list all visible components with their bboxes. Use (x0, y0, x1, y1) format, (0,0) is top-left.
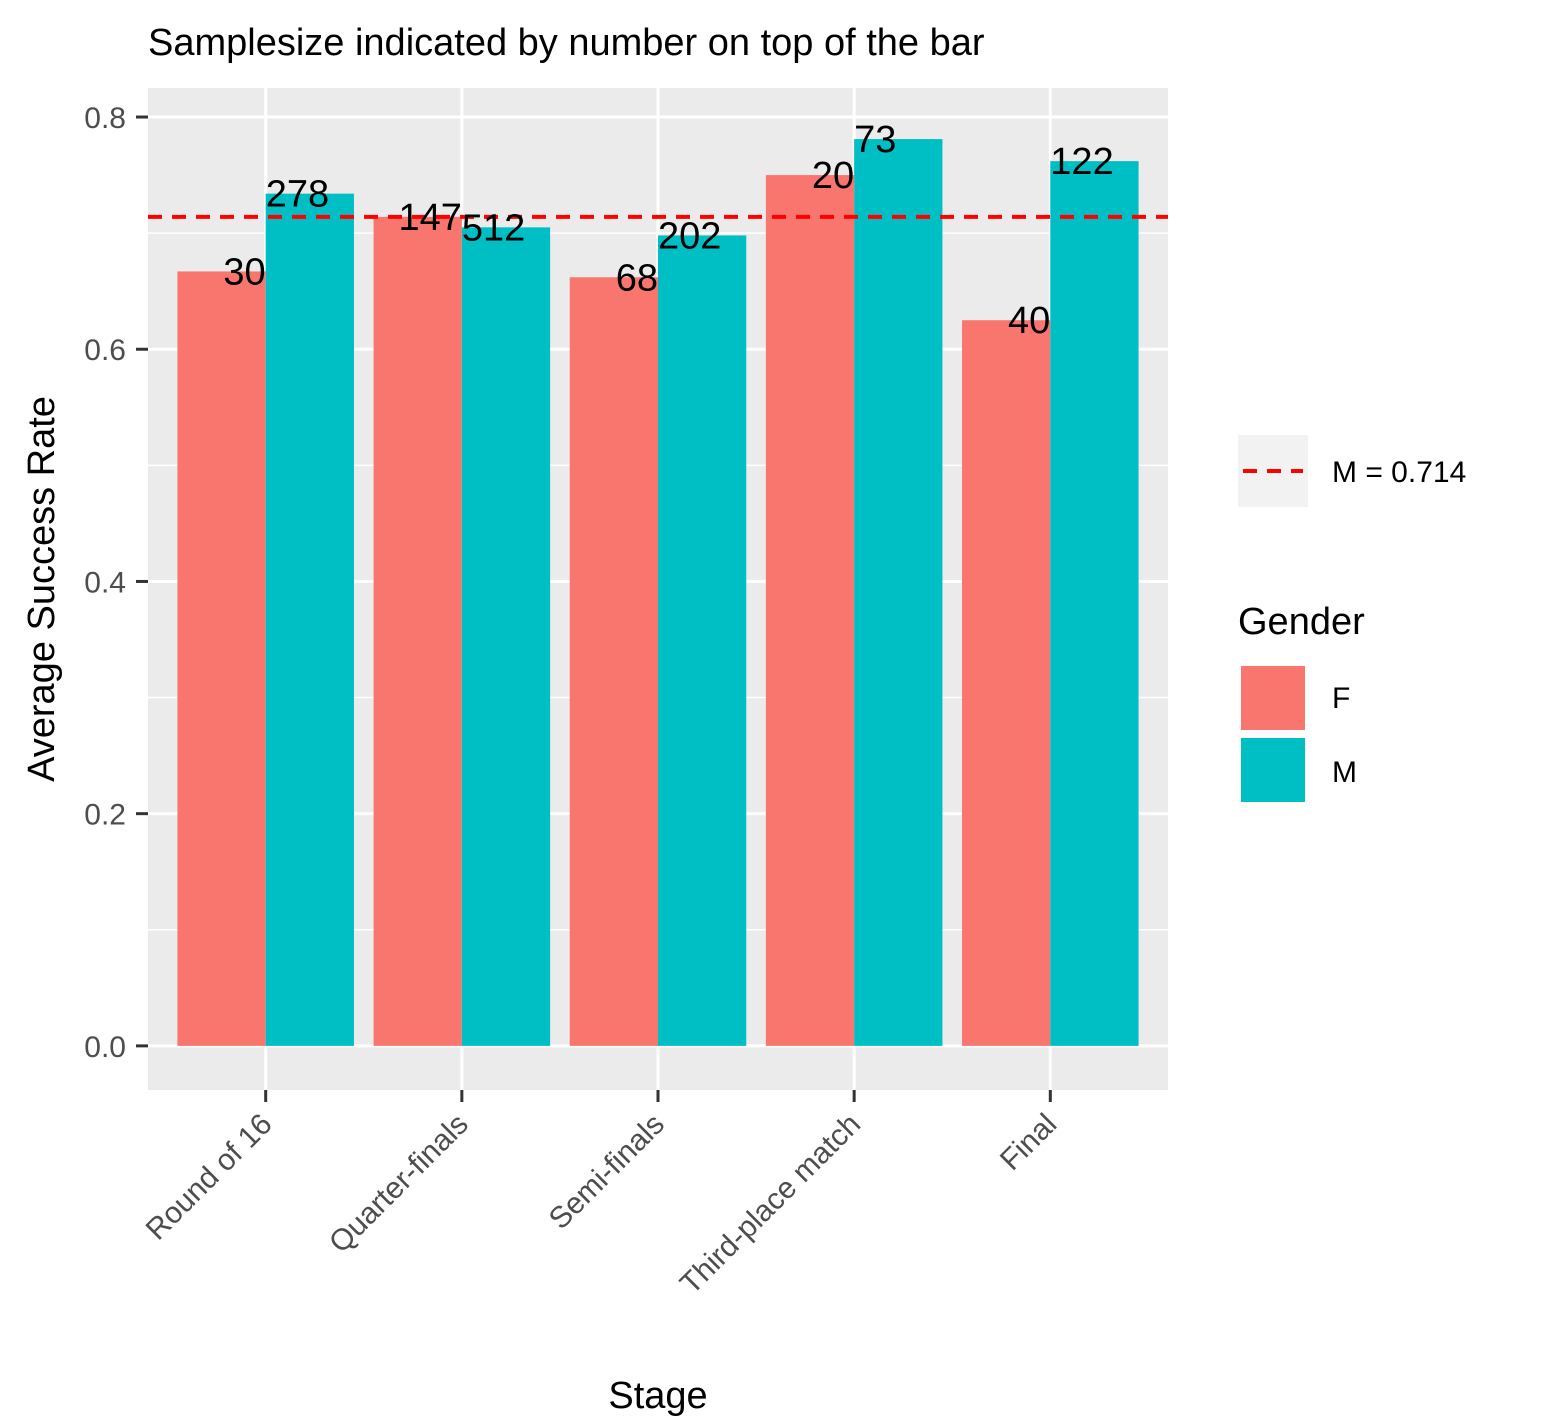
y-axis-title: Average Success Rate (21, 396, 63, 782)
x-axis: Round of 16 Quarter-finals Semi-finals Thir… (140, 1090, 1063, 1301)
legend-key-f (1239, 664, 1307, 732)
y-axis: 0.0 0.2 0.4 0.6 0.8 (84, 102, 148, 1064)
y-tick-label: 0.6 (84, 334, 126, 367)
legend-key-m (1239, 736, 1307, 804)
y-tick-label: 0.8 (84, 102, 126, 135)
bar-label-f: 20 (812, 155, 854, 197)
x-tick-label: Round of 16 (140, 1108, 279, 1247)
bar-f (177, 271, 266, 1046)
x-tick-label: Semi-finals (543, 1108, 671, 1236)
y-tick-label: 0.2 (84, 799, 126, 832)
legend-title: Gender (1238, 601, 1365, 643)
bar-label-m: 202 (658, 215, 721, 257)
legend-label-m: M (1332, 756, 1357, 789)
bar-f (569, 277, 658, 1046)
chart-title: Samplesize indicated by number on top of… (148, 22, 985, 64)
y-tick-label: 0.0 (84, 1031, 126, 1064)
bar-m (658, 235, 747, 1046)
bar-m (265, 193, 354, 1046)
y-tick-label: 0.4 (84, 566, 126, 599)
bars-layer (177, 139, 1139, 1046)
bar-f (962, 320, 1051, 1046)
x-axis-title: Stage (608, 1375, 707, 1417)
legend-reference-line-label: M = 0.714 (1332, 456, 1466, 489)
bar-label-f: 40 (1008, 300, 1050, 342)
bar-m (461, 227, 551, 1046)
bar-labels-layer: 30 147 68 20 40 278 512 202 73 122 (223, 119, 1113, 342)
bar-f (373, 216, 462, 1046)
x-tick-label: Final (994, 1108, 1063, 1177)
legend: M = 0.714 Gender F M (1238, 435, 1466, 804)
bar-label-m: 73 (854, 119, 896, 161)
legend-label-f: F (1332, 682, 1350, 715)
bar-label-f: 30 (223, 251, 265, 293)
bar-label-f: 68 (616, 257, 658, 299)
bar-m (1050, 161, 1139, 1046)
bar-label-f: 147 (398, 197, 461, 239)
bar-f (765, 175, 855, 1046)
bar-label-m: 122 (1050, 141, 1113, 183)
bar-m (854, 139, 943, 1046)
bar-label-m: 278 (266, 174, 329, 216)
x-tick-label: Quarter-finals (323, 1108, 475, 1260)
x-tick-label: Third-place match (674, 1108, 867, 1301)
bar-label-m: 512 (462, 207, 525, 249)
